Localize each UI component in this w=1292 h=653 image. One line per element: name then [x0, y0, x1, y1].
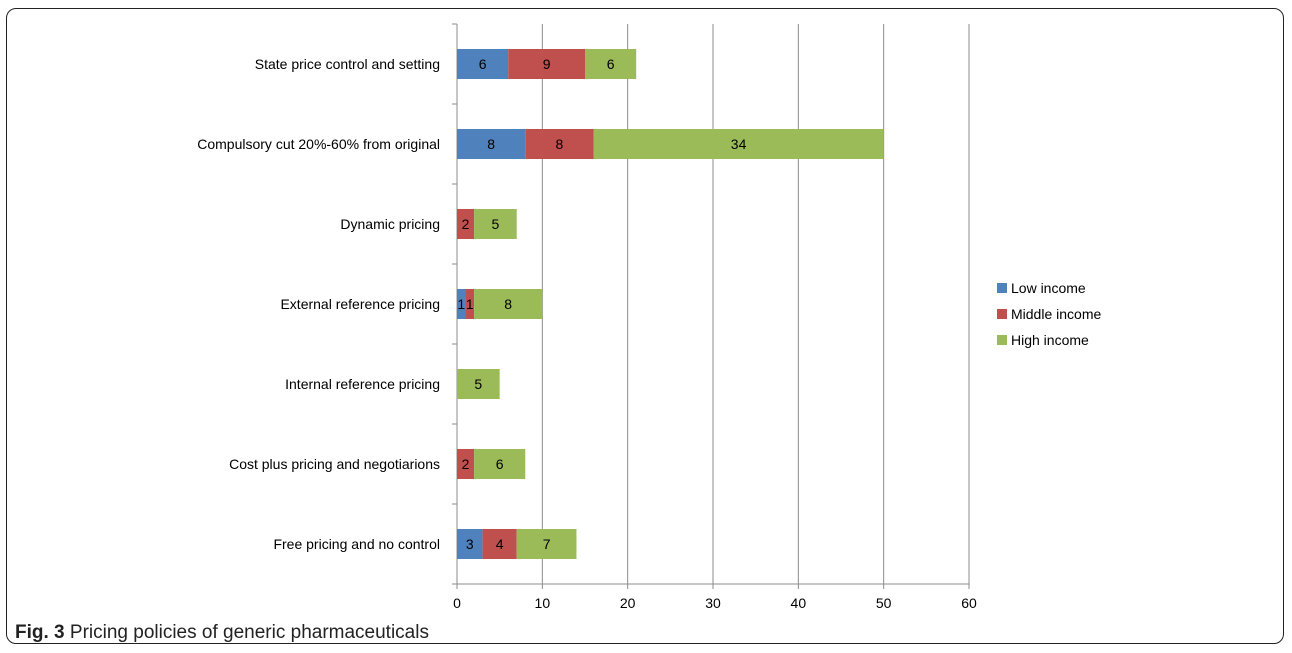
data-label: 9	[543, 56, 551, 72]
category-label: Free pricing and no control	[273, 536, 440, 552]
category-label: Compulsory cut 20%-60% from original	[197, 136, 440, 152]
category-label: Internal reference pricing	[285, 376, 440, 392]
bar-segment	[457, 49, 509, 79]
category-label: State price control and setting	[255, 56, 440, 72]
bar-segment	[465, 289, 475, 319]
figure-caption: Fig. 3 Pricing policies of generic pharm…	[15, 622, 429, 644]
data-label: 1	[466, 296, 474, 312]
data-label: 7	[543, 536, 551, 552]
x-tick-label: 50	[876, 595, 892, 611]
bar-segment	[457, 209, 475, 239]
bar-segment	[457, 129, 526, 159]
x-tick-label: 30	[705, 595, 721, 611]
figure-frame	[6, 8, 1284, 644]
legend-label: Middle income	[1011, 306, 1101, 322]
data-label: 8	[504, 296, 512, 312]
bar-segment	[457, 369, 500, 399]
bar-segment	[585, 49, 637, 79]
data-label: 6	[607, 56, 615, 72]
data-label: 1	[457, 296, 465, 312]
figure-label: Fig. 3	[15, 622, 65, 643]
data-label: 2	[462, 216, 470, 232]
bar-segment	[474, 449, 526, 479]
bar-segment	[474, 209, 517, 239]
x-tick-label: 10	[535, 595, 551, 611]
category-label: External reference pricing	[280, 296, 440, 312]
data-label: 6	[496, 456, 504, 472]
data-label: 4	[496, 536, 504, 552]
legend-label: High income	[1011, 332, 1089, 348]
bar-segment	[457, 289, 466, 319]
x-tick-label: 60	[961, 595, 977, 611]
bar-segment	[525, 129, 594, 159]
x-tick-label: 0	[453, 595, 461, 611]
bar-segment	[457, 529, 483, 559]
legend-swatch	[997, 283, 1007, 293]
data-label: 5	[492, 216, 500, 232]
data-label: 8	[556, 136, 564, 152]
data-label: 5	[474, 376, 482, 392]
bar-segment	[508, 49, 585, 79]
figure-caption-text: Pricing policies of generic pharmaceutic…	[69, 622, 429, 643]
legend-swatch	[997, 309, 1007, 319]
x-tick-label: 20	[620, 595, 636, 611]
category-label: Cost plus pricing and negotiarions	[229, 456, 440, 472]
bar-segment	[593, 129, 884, 159]
bar-segment	[457, 449, 475, 479]
legend-label: Low income	[1011, 280, 1086, 296]
data-label: 6	[479, 56, 487, 72]
legend-swatch	[997, 335, 1007, 345]
data-label: 34	[731, 136, 747, 152]
data-label: 2	[462, 456, 470, 472]
x-tick-label: 40	[791, 595, 807, 611]
data-label: 3	[466, 536, 474, 552]
bar-segment	[516, 529, 577, 559]
bar-segment	[482, 529, 517, 559]
category-label: Dynamic pricing	[340, 216, 440, 232]
data-label: 8	[487, 136, 495, 152]
bar-segment	[474, 289, 543, 319]
